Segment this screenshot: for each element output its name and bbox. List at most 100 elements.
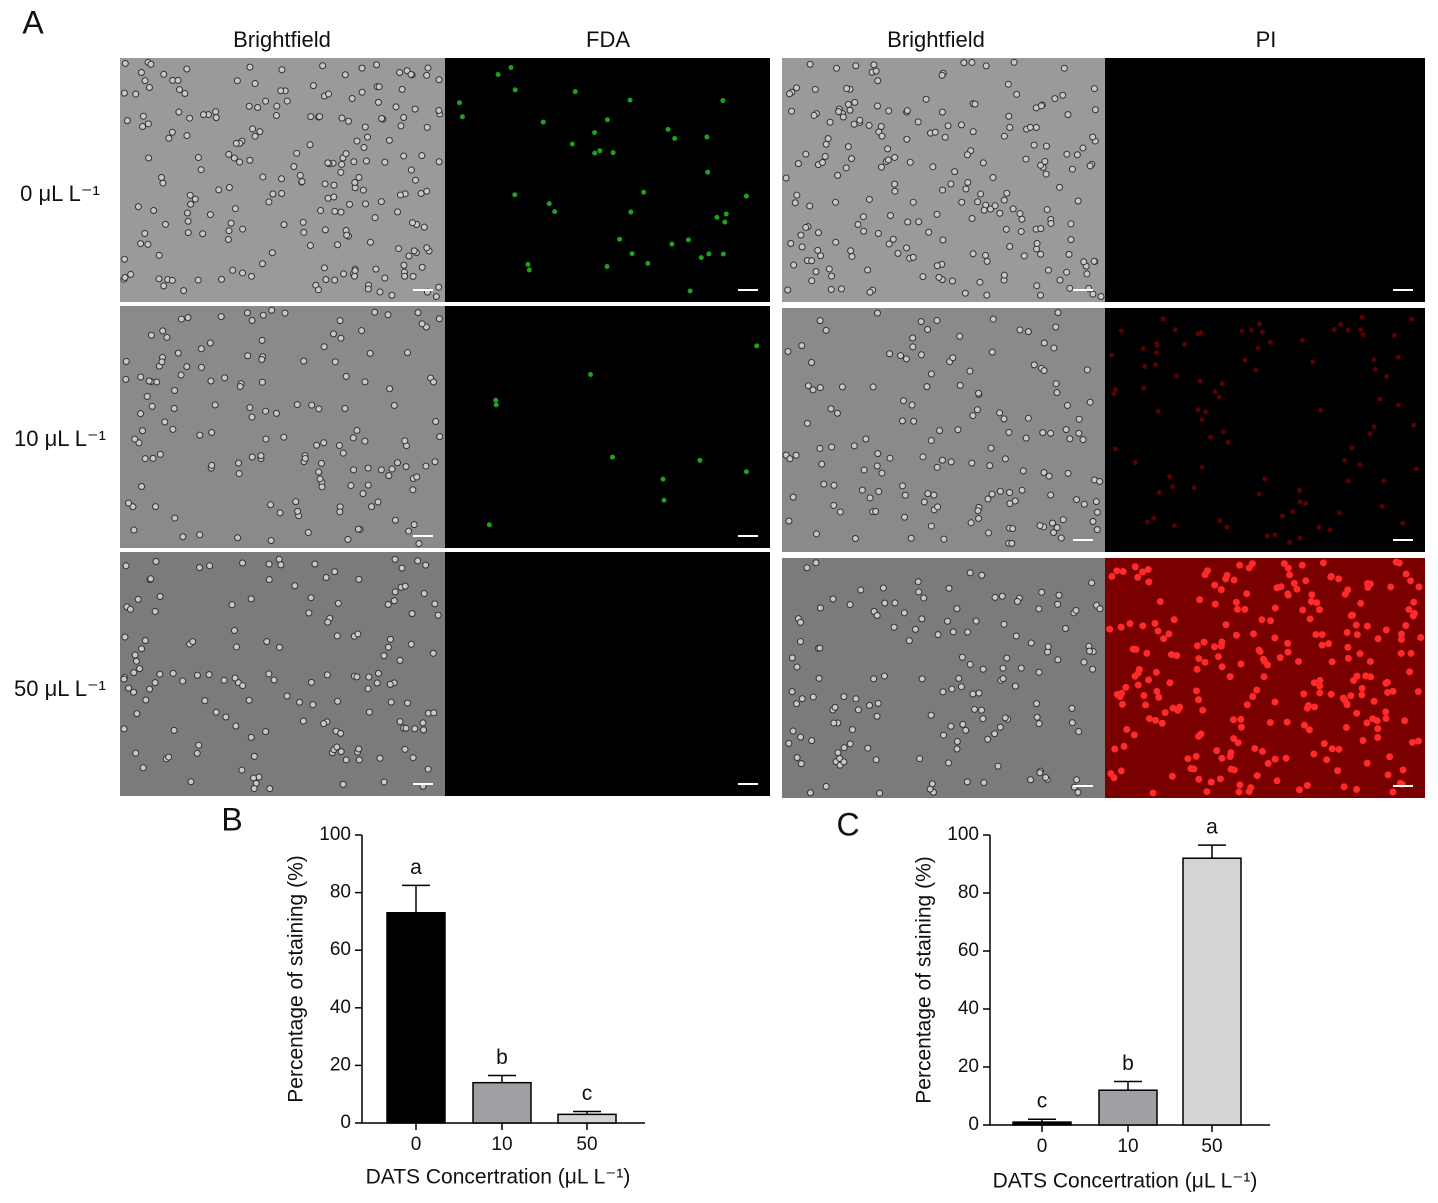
cell: [133, 710, 141, 718]
cell: [1051, 95, 1059, 103]
cell: [1303, 501, 1309, 507]
cell: [1142, 701, 1150, 709]
cell: [330, 193, 338, 201]
cell: [661, 497, 667, 503]
cell: [362, 200, 370, 208]
cell: [420, 726, 428, 734]
cell: [1158, 719, 1166, 727]
cell: [206, 562, 214, 570]
cell: [272, 112, 280, 120]
cell: [1080, 258, 1088, 266]
cell: [1387, 583, 1395, 591]
cell: [1253, 772, 1261, 780]
y-tick-label: 0: [340, 1112, 351, 1133]
cell: [290, 163, 298, 171]
cell: [1234, 739, 1242, 747]
cell: [280, 433, 288, 441]
cell: [808, 359, 816, 367]
cell: [1316, 676, 1324, 684]
cell: [641, 189, 647, 195]
cell: [929, 163, 937, 171]
cell: [177, 371, 185, 379]
cell: [325, 90, 333, 98]
cell: [1360, 332, 1366, 338]
cell: [1090, 257, 1098, 265]
cell: [874, 450, 882, 458]
cell: [1273, 584, 1281, 592]
cell: [1035, 720, 1043, 728]
cell: [705, 169, 711, 175]
cell: [1042, 774, 1050, 782]
cell: [353, 673, 361, 681]
cell: [225, 150, 233, 158]
cell: [183, 65, 191, 73]
significance-letter: c: [1037, 1090, 1048, 1113]
cell: [1197, 378, 1203, 384]
x-tick-label: 50: [1201, 1136, 1222, 1157]
cell: [887, 211, 895, 219]
cell: [1086, 647, 1094, 655]
cell: [597, 148, 603, 154]
cell: [1345, 327, 1351, 333]
cell: [1224, 524, 1230, 530]
cell: [1347, 692, 1355, 700]
cell: [386, 385, 394, 393]
cell: [604, 264, 610, 270]
cell: [1237, 723, 1245, 731]
cell: [873, 462, 881, 470]
cell: [925, 228, 933, 236]
cell: [1389, 687, 1397, 695]
cell: [512, 192, 518, 198]
cell: [996, 409, 1004, 417]
cell: [429, 378, 437, 386]
cell: [317, 207, 325, 215]
cell: [1120, 742, 1128, 750]
cell: [121, 273, 129, 281]
cell: [1372, 366, 1378, 372]
cell: [1356, 650, 1364, 658]
cell: [339, 449, 347, 457]
cell: [1218, 754, 1226, 762]
y-tick-label: 20: [958, 1056, 979, 1077]
cell: [184, 229, 192, 237]
cell: [1342, 724, 1350, 732]
cell: [979, 715, 987, 723]
cell: [1313, 599, 1321, 607]
cell: [259, 173, 267, 181]
cell: [1344, 643, 1352, 651]
cell: [1003, 654, 1011, 662]
cell: [134, 203, 142, 211]
cell: [797, 231, 805, 239]
cell: [1264, 759, 1272, 767]
cell: [265, 576, 273, 584]
cell: [869, 383, 877, 391]
cell: [1009, 525, 1017, 533]
cell: [1250, 630, 1258, 638]
cell: [1201, 658, 1209, 666]
cell: [1374, 734, 1382, 742]
cell: [874, 229, 882, 237]
cell: [872, 508, 880, 516]
cell: [268, 306, 276, 314]
cell: [939, 186, 947, 194]
y-tick-label: 40: [958, 998, 979, 1019]
cell: [318, 483, 326, 491]
cell: [186, 191, 194, 199]
cell: [923, 383, 931, 391]
cell: [884, 145, 892, 153]
cell: [706, 251, 712, 257]
cell: [251, 132, 259, 140]
cell: [418, 263, 426, 271]
cell: [851, 535, 859, 543]
cell: [1193, 665, 1201, 673]
cell: [1318, 631, 1326, 639]
cell: [810, 111, 818, 119]
cell: [1063, 401, 1071, 409]
cell: [380, 778, 388, 786]
cell: [984, 495, 992, 503]
cell: [396, 191, 404, 199]
cell: [1062, 426, 1070, 434]
cell: [808, 737, 816, 745]
cell: [175, 108, 183, 116]
cell: [245, 696, 253, 704]
